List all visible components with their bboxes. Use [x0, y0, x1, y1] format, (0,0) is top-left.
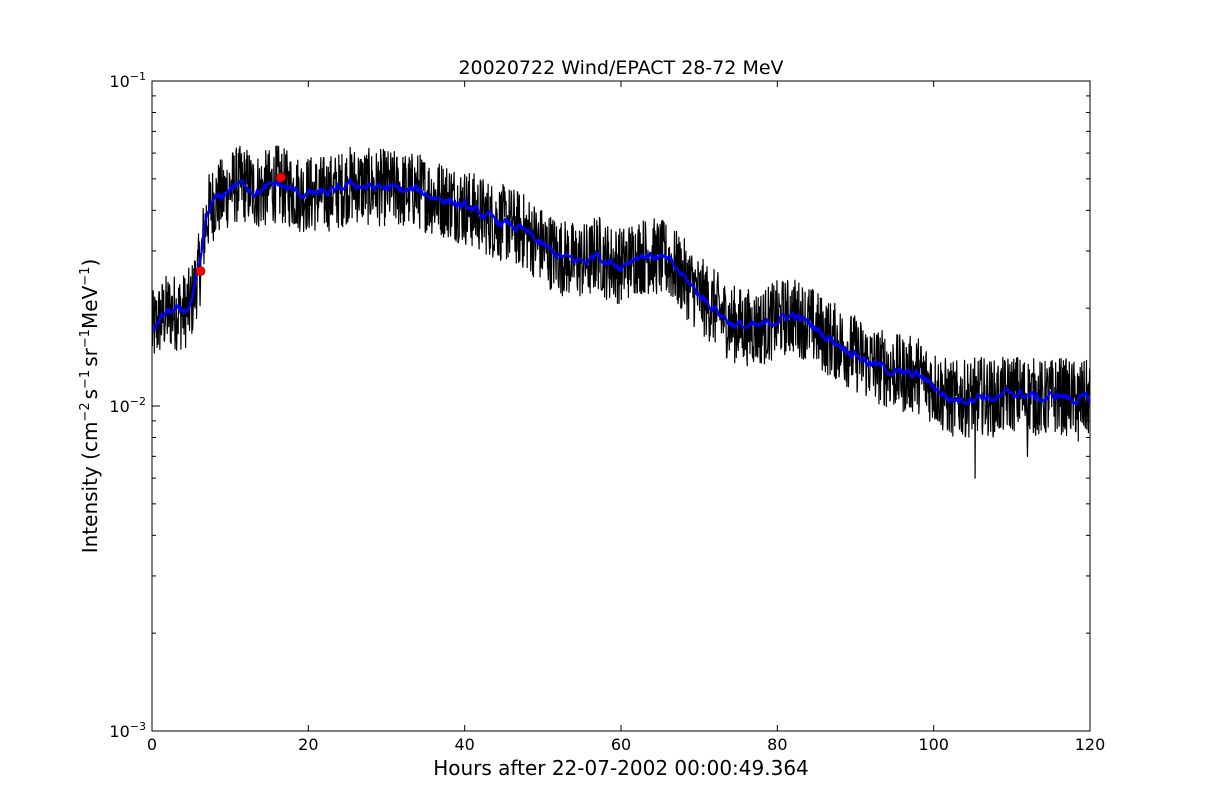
x-axis-label: Hours after 22-07-2002 00:00:49.364 [433, 756, 809, 780]
x-tick-label: 40 [454, 735, 474, 754]
series-layer [152, 145, 1090, 479]
event-marker [195, 266, 206, 277]
y-axis-label: Intensity (cm−2s−1sr−1MeV−1) [78, 259, 102, 554]
y-label-sup3: −1 [78, 329, 93, 348]
marker-layer [195, 172, 286, 277]
x-tick-label: 60 [611, 735, 631, 754]
y-tick-label: 10−1 [109, 70, 146, 91]
event-marker [276, 172, 286, 183]
y-tick-label: 10−2 [109, 395, 146, 416]
y-tick-label: 10−3 [109, 720, 146, 741]
raw-intensity-line [152, 145, 1090, 479]
y-label-mid3: MeV [78, 285, 102, 329]
y-label-suffix: ) [78, 259, 102, 267]
x-tick-label: 80 [767, 735, 787, 754]
y-label-prefix: Intensity (cm [78, 422, 102, 554]
y-label-mid1: s [78, 389, 102, 399]
tick-layer: 0 20 40 60 80 100 120 10−3 10−2 10−1 [109, 70, 1105, 754]
y-label-sup1: −2 [78, 402, 93, 421]
y-label-sup4: −1 [78, 267, 93, 286]
smoothed-intensity-line [152, 177, 1090, 406]
x-tick-label: 0 [147, 735, 157, 754]
chart-title: 20020722 Wind/EPACT 28-72 MeV [458, 57, 783, 79]
x-tick-label: 100 [918, 735, 949, 754]
y-label-mid2: sr [78, 347, 102, 366]
x-tick-label: 120 [1075, 735, 1106, 754]
x-tick-label: 20 [298, 735, 318, 754]
y-label-sup2: −1 [78, 370, 93, 389]
